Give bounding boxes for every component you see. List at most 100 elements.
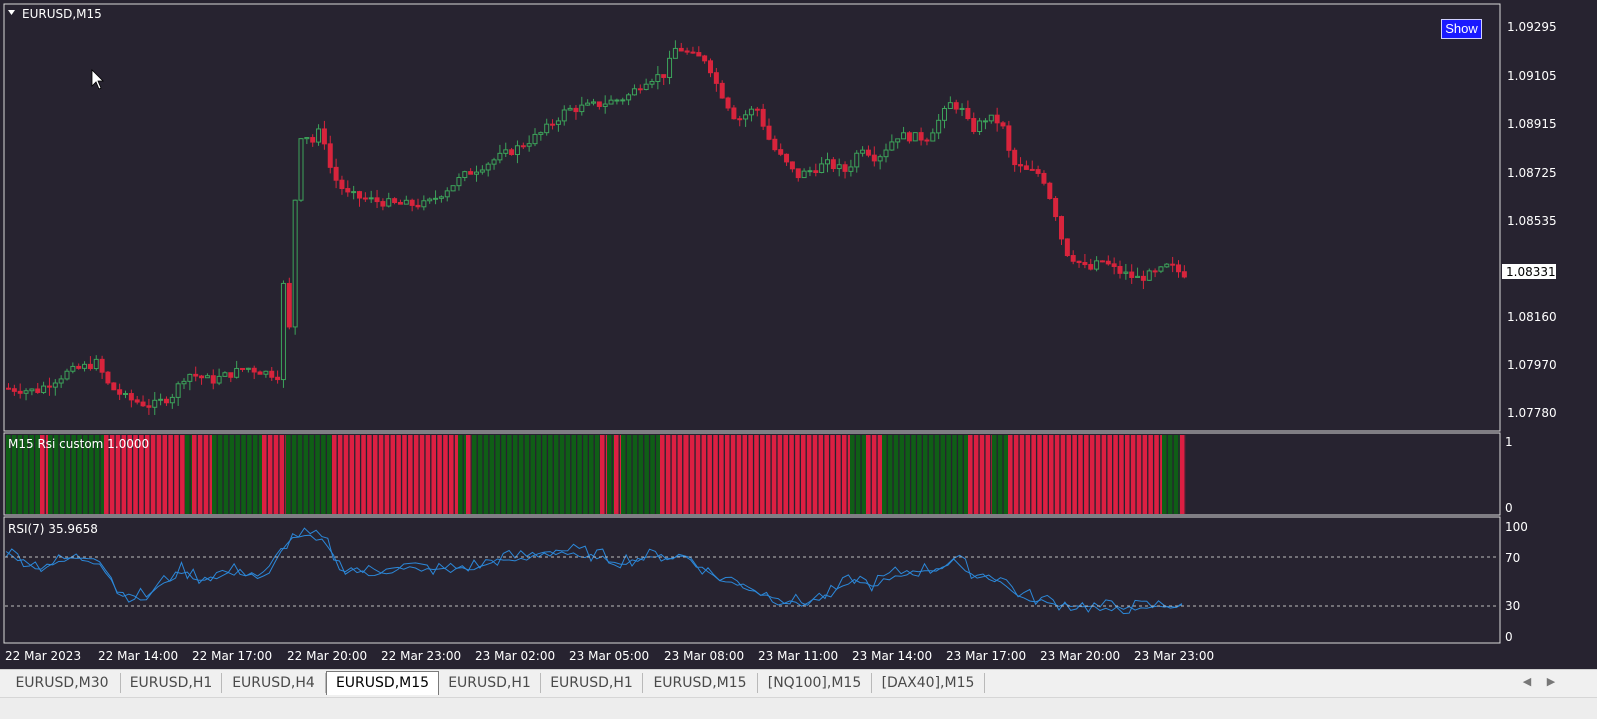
candle-body (931, 133, 935, 141)
signal-bar (731, 435, 736, 514)
candle-body (100, 359, 104, 372)
scroll-right-icon[interactable]: ▶ (1543, 672, 1559, 692)
candle-body (492, 160, 496, 164)
candle-body (597, 102, 601, 107)
signal-bar (180, 435, 185, 514)
tab-eurusd-m15-active[interactable]: EURUSD,M15 (326, 671, 439, 695)
tab-eurusd-h4[interactable]: EURUSD,H4 (222, 673, 326, 693)
signal-bar (1026, 435, 1031, 514)
candle-body (738, 119, 742, 120)
signal-bar (1031, 435, 1036, 514)
signal-bar (327, 435, 332, 514)
price-tick: 1.08915 (1507, 117, 1557, 131)
candle-body (469, 172, 473, 175)
signal-bar (402, 435, 407, 514)
signal-bar (304, 435, 309, 514)
candle-body (913, 133, 917, 141)
candle-body (1042, 173, 1046, 183)
signal-bar (719, 435, 724, 514)
candle-body (510, 150, 514, 155)
time-scale[interactable]: 22 Mar 2023 22 Mar 14:00 22 Mar 17:00 22… (5, 649, 1214, 663)
signal-bar (210, 435, 212, 514)
signal-bar (607, 435, 612, 514)
signal-bar (212, 435, 217, 514)
tab-eurusd-h1-2[interactable]: EURUSD,H1 (439, 673, 541, 693)
candle-body (744, 115, 748, 119)
collapse-triangle-icon[interactable] (8, 10, 15, 15)
candle-body (1089, 265, 1093, 270)
candle-body (943, 109, 947, 121)
candle-body (457, 178, 461, 186)
candle-body (451, 186, 455, 191)
candle-body (387, 199, 391, 206)
candle-body (954, 103, 958, 109)
candle-body (902, 133, 906, 139)
signal-bar (958, 435, 963, 514)
tab-nq100-m15[interactable]: [NQ100],M15 (758, 673, 872, 693)
candle-body (755, 109, 759, 110)
candle-body (545, 124, 549, 132)
tab-eurusd-h1[interactable]: EURUSD,H1 (121, 673, 222, 693)
signal-bar (678, 435, 683, 514)
signal-bar (268, 435, 273, 514)
tab-eurusd-h1-3[interactable]: EURUSD,H1 (541, 673, 643, 693)
signal-bar (542, 435, 547, 514)
candle-body (1118, 266, 1122, 273)
scroll-left-icon[interactable]: ◀ (1519, 672, 1535, 692)
candle-body (124, 394, 128, 395)
signal-bar (1061, 435, 1066, 514)
price-tick: 1.08725 (1507, 166, 1557, 180)
signal-bar (696, 435, 701, 514)
show-button[interactable]: Show (1441, 19, 1482, 39)
candle-body (732, 108, 736, 119)
tab-dax40-m15[interactable]: [DAX40],M15 (872, 673, 985, 693)
candle-body (662, 75, 666, 78)
time-tick: 23 Mar 05:00 (569, 649, 649, 663)
signal-bar (151, 435, 156, 514)
rsi-level-label: 70 (1505, 551, 1520, 565)
candle-body (276, 377, 280, 379)
chart-canvas[interactable]: EURUSD,M15 M15 Rsi custom 1.0000 RSI(7) … (0, 0, 1597, 669)
candle-body (235, 368, 239, 377)
signal-bar (235, 435, 240, 514)
candle-body (925, 140, 929, 141)
candle-body (568, 108, 572, 110)
signal-bar (1119, 435, 1124, 514)
candle-body (1024, 166, 1028, 170)
signal-bar (315, 435, 320, 514)
candle-body (404, 200, 408, 204)
signal-bar (1107, 435, 1112, 514)
candle-body (164, 399, 168, 402)
candle-body (796, 169, 800, 178)
candle-body (53, 383, 57, 387)
price-scale[interactable]: 1.09295 1.09105 1.08915 1.08725 1.08535 … (1502, 20, 1557, 420)
signal-bar (350, 435, 355, 514)
signal-bar (986, 435, 991, 514)
signal-bar (241, 435, 246, 514)
tab-eurusd-m15[interactable]: EURUSD,M15 (643, 673, 758, 693)
signal-bar (168, 435, 173, 514)
candle-body (668, 58, 672, 77)
signal-bar (595, 435, 600, 514)
signal-bar (490, 435, 495, 514)
signal-bar (980, 435, 985, 514)
signal-bar (253, 435, 258, 514)
signal-bar (566, 435, 571, 514)
candle-body (855, 153, 859, 167)
candle-body (826, 160, 830, 164)
candle-body (287, 283, 291, 326)
signal-bar (191, 435, 192, 514)
signal-bar (259, 435, 262, 514)
signal-bar (163, 435, 168, 514)
candle-body (1095, 261, 1099, 269)
candle-body (861, 150, 865, 153)
chart-window[interactable]: EURUSD,M15 M15 Rsi custom 1.0000 RSI(7) … (0, 0, 1597, 669)
signal-bar (1174, 435, 1179, 514)
candle-body (644, 84, 648, 89)
candle-body (1036, 170, 1040, 174)
signal-bar (185, 435, 190, 514)
candle-body (176, 384, 180, 398)
tab-eurusd-m30[interactable]: EURUSD,M30 (4, 673, 121, 693)
candle-body (7, 388, 11, 389)
candle-body (1048, 183, 1052, 198)
